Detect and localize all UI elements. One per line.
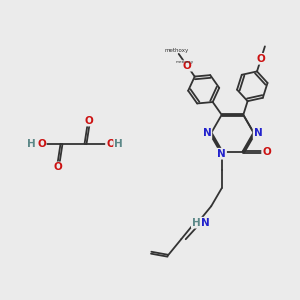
Text: N: N — [202, 128, 211, 139]
Text: O: O — [256, 54, 266, 64]
Text: H: H — [27, 139, 36, 149]
Text: N: N — [217, 149, 226, 159]
Text: O: O — [262, 147, 271, 157]
Text: N: N — [201, 218, 210, 228]
Text: O: O — [37, 139, 46, 149]
Text: H: H — [192, 218, 201, 228]
Text: methoxy: methoxy — [176, 60, 194, 64]
Text: H: H — [114, 139, 123, 149]
Text: O: O — [85, 116, 94, 126]
Text: O: O — [53, 162, 62, 172]
Text: O: O — [106, 139, 115, 149]
Text: N: N — [254, 128, 262, 139]
Text: methoxy: methoxy — [164, 48, 188, 53]
Text: O: O — [183, 61, 191, 71]
